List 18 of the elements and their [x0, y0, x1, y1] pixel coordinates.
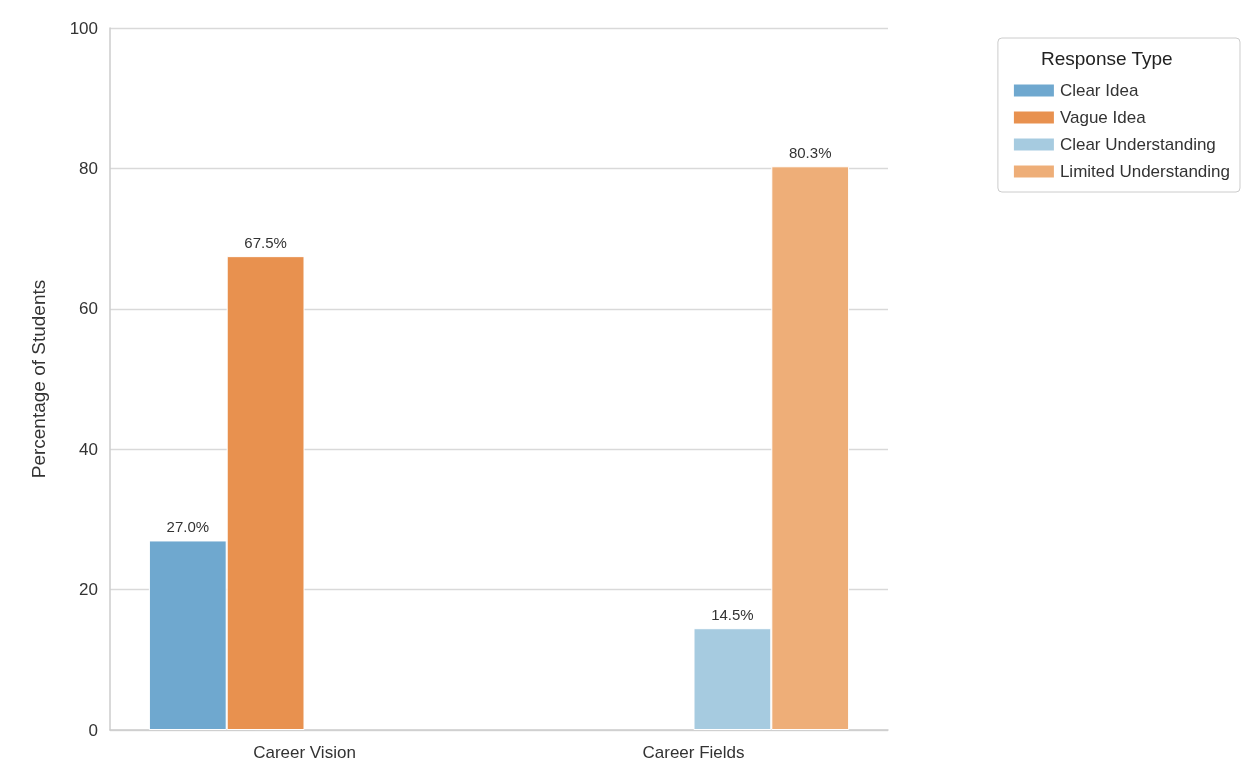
legend-label: Vague Idea [1059, 108, 1147, 127]
y-tick-label: 100 [69, 18, 98, 38]
x-tick-label: Career Vision [253, 743, 356, 762]
data-label: 14.5% [711, 606, 754, 624]
y-tick-label: 0 [88, 720, 98, 740]
data-label: 80.3% [788, 144, 832, 162]
x-tick-label: Career Fields [642, 743, 745, 762]
legend-label: Limited Understanding [1059, 162, 1231, 181]
data-label: 27.0% [166, 518, 210, 536]
y-tick-label: 40 [79, 439, 98, 459]
y-tick-label: 80 [79, 158, 98, 178]
y-tick-label: 20 [79, 580, 98, 600]
y-tick-label: 60 [79, 299, 98, 319]
legend-label: Clear Idea [1059, 81, 1139, 100]
y-axis-title: Percentage of Students [28, 279, 49, 479]
data-label: 67.5% [244, 234, 287, 252]
legend-label: Clear Understanding [1059, 135, 1216, 154]
legend-title: Response Type [1040, 48, 1173, 69]
